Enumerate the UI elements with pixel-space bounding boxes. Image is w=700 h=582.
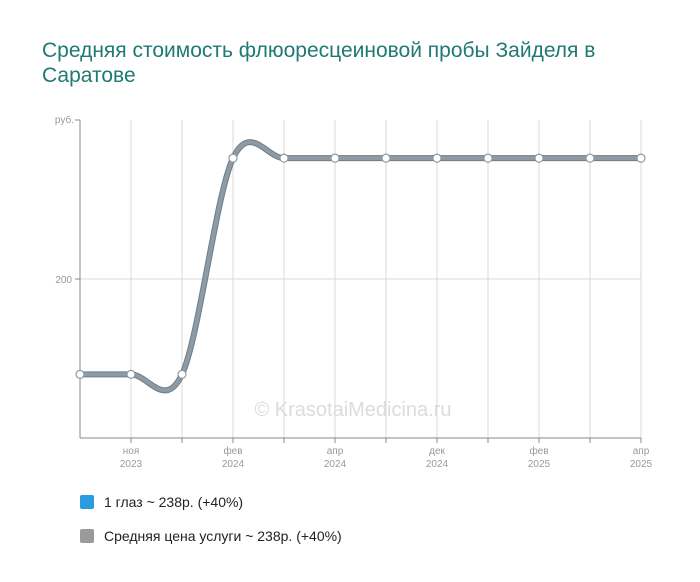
x-tick-label-month: апр [633, 446, 650, 457]
data-point [177, 369, 187, 379]
x-tick-label-month: фев [223, 445, 242, 457]
data-markers [75, 153, 646, 379]
y-tick-label: 200 [55, 275, 72, 286]
legend-item-1-eye[interactable]: 1 глаз ~ 238р. (+40%) [80, 485, 342, 519]
data-point [585, 153, 595, 163]
data-point [381, 153, 391, 163]
legend-swatch [80, 529, 94, 543]
data-point [279, 153, 289, 163]
x-tick-label-month: фев [529, 445, 548, 457]
chart-title: Средняя стоимость флюоресцеиновой пробы … [42, 39, 596, 87]
legend-item-average-price[interactable]: Средняя цена услуги ~ 238р. (+40%) [80, 519, 342, 553]
x-tick-label-month: дек [429, 446, 445, 457]
x-tick-label-year: 2025 [528, 459, 551, 470]
series-line-shadow [77, 139, 644, 394]
data-point [330, 153, 340, 163]
axes [75, 119, 642, 443]
x-tick-label-month: апр [327, 446, 344, 457]
x-tick-labels: ноя 2023 фев 2024 апр 2024 дек 2024 фев 2025 апр 20… [120, 445, 653, 470]
data-point [432, 153, 442, 163]
data-point [75, 369, 85, 379]
x-tick-label-year: 2024 [324, 459, 347, 470]
x-tick-label-year: 2024 [222, 459, 245, 470]
x-tick-label-year: 2024 [426, 459, 449, 470]
data-point [483, 153, 493, 163]
x-tick-label-year: 2023 [120, 459, 143, 470]
x-tick-label-month: ноя [123, 446, 140, 457]
legend-label: Средняя цена услуги ~ 238р. (+40%) [104, 528, 342, 544]
line-chart: © KrasotaiMedicina.ru ноя 2023 фев 2024 апр 2… [55, 114, 653, 470]
data-point [636, 153, 646, 163]
series-line-path [78, 140, 643, 393]
x-tick-label-year: 2025 [630, 459, 653, 470]
data-point [126, 369, 136, 379]
watermark: © KrasotaiMedicina.ru [254, 399, 451, 421]
y-tick-labels: руб. 200 [55, 114, 74, 286]
y-axis-unit-label: руб. [55, 114, 74, 126]
legend-label: 1 глаз ~ 238р. (+40%) [104, 494, 244, 510]
series-line [77, 139, 644, 394]
legend: 1 глаз ~ 238р. (+40%) Средняя цена услуг… [80, 485, 342, 553]
data-point [534, 153, 544, 163]
data-point [228, 153, 238, 163]
legend-swatch [80, 495, 94, 509]
grid-lines [80, 120, 642, 438]
